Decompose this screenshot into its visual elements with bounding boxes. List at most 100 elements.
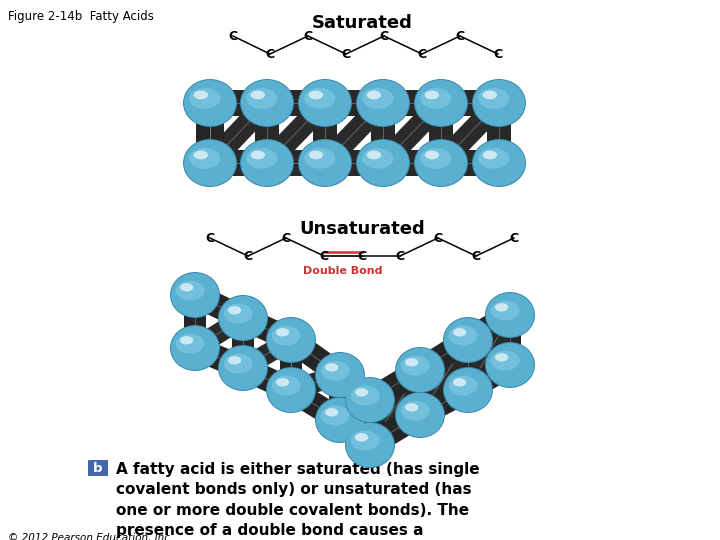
Polygon shape xyxy=(196,103,224,163)
Ellipse shape xyxy=(170,325,220,371)
Polygon shape xyxy=(198,103,222,163)
Ellipse shape xyxy=(478,148,510,168)
Polygon shape xyxy=(499,315,521,365)
Text: C: C xyxy=(266,48,274,60)
Text: C: C xyxy=(493,48,503,60)
Ellipse shape xyxy=(321,361,350,381)
Ellipse shape xyxy=(183,139,237,187)
Ellipse shape xyxy=(309,151,323,159)
Polygon shape xyxy=(267,150,325,176)
Ellipse shape xyxy=(298,139,352,187)
Ellipse shape xyxy=(356,139,410,187)
Ellipse shape xyxy=(240,139,294,187)
Polygon shape xyxy=(325,90,383,116)
Ellipse shape xyxy=(472,139,526,187)
Ellipse shape xyxy=(218,295,268,341)
Polygon shape xyxy=(329,375,351,420)
Polygon shape xyxy=(375,96,449,171)
Ellipse shape xyxy=(362,88,393,109)
Ellipse shape xyxy=(355,388,368,396)
Ellipse shape xyxy=(414,139,468,187)
Ellipse shape xyxy=(491,301,520,321)
Polygon shape xyxy=(189,309,248,356)
Polygon shape xyxy=(441,90,499,116)
Ellipse shape xyxy=(189,148,220,168)
Polygon shape xyxy=(202,96,275,171)
Ellipse shape xyxy=(473,80,525,126)
Ellipse shape xyxy=(304,88,336,109)
Polygon shape xyxy=(238,357,296,401)
Ellipse shape xyxy=(495,303,508,312)
Ellipse shape xyxy=(351,431,379,450)
Ellipse shape xyxy=(356,79,410,127)
Ellipse shape xyxy=(184,80,236,126)
Text: C: C xyxy=(418,48,426,60)
Ellipse shape xyxy=(395,347,445,393)
Ellipse shape xyxy=(351,386,379,406)
Text: C: C xyxy=(433,232,443,245)
Text: C: C xyxy=(303,30,312,43)
Polygon shape xyxy=(409,370,431,415)
Ellipse shape xyxy=(453,378,467,387)
Text: C: C xyxy=(243,249,253,262)
Polygon shape xyxy=(487,103,511,163)
Polygon shape xyxy=(190,337,248,379)
Text: A fatty acid is either saturated (has single
covalent bonds only) or unsaturated: A fatty acid is either saturated (has si… xyxy=(116,462,480,540)
Ellipse shape xyxy=(420,88,451,109)
Ellipse shape xyxy=(415,140,467,186)
Ellipse shape xyxy=(485,342,535,388)
Ellipse shape xyxy=(276,328,289,336)
Ellipse shape xyxy=(189,88,220,109)
Ellipse shape xyxy=(357,80,409,126)
Ellipse shape xyxy=(266,367,316,413)
Polygon shape xyxy=(284,330,347,385)
Polygon shape xyxy=(280,340,302,390)
Ellipse shape xyxy=(171,273,219,317)
Ellipse shape xyxy=(240,79,294,127)
Text: C: C xyxy=(379,30,389,43)
Text: Double Bond: Double Bond xyxy=(303,266,383,276)
Ellipse shape xyxy=(362,148,393,168)
Ellipse shape xyxy=(345,377,395,423)
Ellipse shape xyxy=(478,88,510,109)
Ellipse shape xyxy=(183,79,237,127)
Ellipse shape xyxy=(241,140,293,186)
Polygon shape xyxy=(333,366,378,409)
Polygon shape xyxy=(462,305,516,350)
Ellipse shape xyxy=(309,91,323,99)
Ellipse shape xyxy=(405,358,418,367)
Ellipse shape xyxy=(267,318,315,362)
Ellipse shape xyxy=(473,140,525,186)
Ellipse shape xyxy=(486,293,534,337)
Polygon shape xyxy=(238,332,296,376)
Ellipse shape xyxy=(405,403,418,411)
Ellipse shape xyxy=(219,346,267,390)
Ellipse shape xyxy=(194,91,208,99)
Polygon shape xyxy=(267,90,325,116)
Ellipse shape xyxy=(345,422,395,468)
Ellipse shape xyxy=(485,292,535,338)
Polygon shape xyxy=(317,96,391,171)
Ellipse shape xyxy=(425,91,439,99)
Ellipse shape xyxy=(224,354,253,374)
Ellipse shape xyxy=(304,148,336,168)
Ellipse shape xyxy=(482,151,497,159)
Text: Unsaturated: Unsaturated xyxy=(299,220,425,238)
Polygon shape xyxy=(361,364,428,450)
Text: b: b xyxy=(94,462,103,475)
Polygon shape xyxy=(255,103,279,163)
Ellipse shape xyxy=(272,326,301,346)
Ellipse shape xyxy=(180,336,193,345)
Ellipse shape xyxy=(491,350,520,370)
Ellipse shape xyxy=(401,356,430,375)
Ellipse shape xyxy=(414,79,468,127)
Polygon shape xyxy=(462,355,516,400)
Polygon shape xyxy=(284,380,346,430)
Ellipse shape xyxy=(357,140,409,186)
Text: C: C xyxy=(472,249,480,262)
Text: © 2012 Pearson Education, Inc.: © 2012 Pearson Education, Inc. xyxy=(8,533,174,540)
Text: C: C xyxy=(395,249,405,262)
Polygon shape xyxy=(383,150,441,176)
Ellipse shape xyxy=(272,376,301,395)
Ellipse shape xyxy=(315,397,365,443)
